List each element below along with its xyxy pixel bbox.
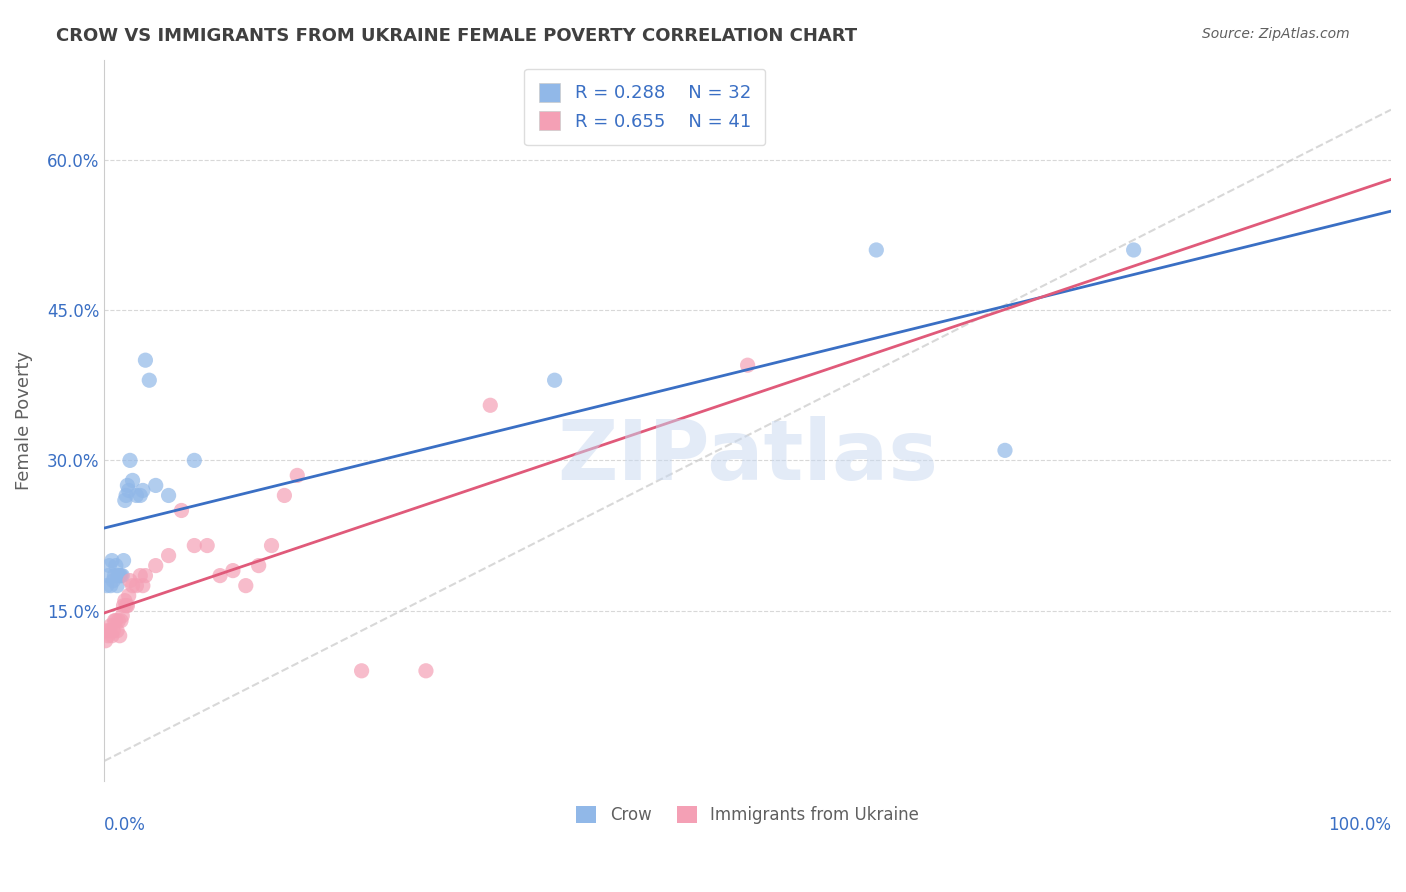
Point — [222, 564, 245, 578]
Point — [350, 664, 373, 678]
Point — [134, 353, 156, 368]
Point — [543, 373, 565, 387]
Point — [132, 579, 155, 593]
Point — [479, 398, 502, 412]
Point — [107, 568, 129, 582]
Point — [98, 624, 121, 638]
Point — [247, 558, 270, 573]
Point — [118, 574, 141, 588]
Point — [111, 608, 134, 623]
Text: 0.0%: 0.0% — [104, 816, 146, 834]
Point — [121, 474, 143, 488]
Point — [285, 468, 308, 483]
Point — [104, 558, 127, 573]
Point — [107, 614, 129, 628]
Point — [157, 549, 180, 563]
Point — [157, 488, 180, 502]
Point — [101, 629, 124, 643]
Point — [994, 443, 1017, 458]
Point — [100, 618, 122, 632]
Point — [132, 483, 155, 498]
Point — [105, 624, 128, 638]
Point — [108, 568, 131, 582]
Point — [115, 488, 138, 502]
Point — [125, 488, 148, 502]
Point — [118, 589, 141, 603]
Point — [98, 558, 121, 573]
Point — [114, 493, 136, 508]
Point — [101, 553, 124, 567]
Point — [195, 539, 218, 553]
Point — [111, 568, 134, 582]
Point — [1122, 243, 1144, 257]
Point — [118, 483, 141, 498]
Point — [134, 568, 156, 582]
Point — [117, 478, 139, 492]
Point — [145, 478, 167, 492]
Point — [129, 488, 152, 502]
Point — [117, 599, 139, 613]
Point — [145, 558, 167, 573]
Point — [108, 629, 131, 643]
Point — [110, 614, 132, 628]
Point — [115, 599, 138, 613]
Point — [121, 579, 143, 593]
Point — [103, 568, 125, 582]
Point — [96, 624, 118, 638]
Point — [415, 664, 437, 678]
Point — [260, 539, 283, 553]
Point — [112, 599, 135, 613]
Point — [209, 568, 232, 582]
Text: 100.0%: 100.0% — [1329, 816, 1391, 834]
Point — [103, 624, 125, 638]
Point — [129, 568, 152, 582]
Point — [110, 568, 132, 582]
Point — [97, 568, 120, 582]
Point — [100, 579, 122, 593]
Point — [170, 503, 193, 517]
Point — [112, 553, 135, 567]
Point — [273, 488, 295, 502]
Point — [118, 453, 141, 467]
Point — [125, 579, 148, 593]
Point — [103, 614, 125, 628]
Point — [235, 579, 257, 593]
Point — [94, 633, 117, 648]
Text: CROW VS IMMIGRANTS FROM UKRAINE FEMALE POVERTY CORRELATION CHART: CROW VS IMMIGRANTS FROM UKRAINE FEMALE P… — [56, 27, 858, 45]
Point — [114, 593, 136, 607]
Point — [104, 614, 127, 628]
Point — [97, 629, 120, 643]
Legend: Crow, Immigrants from Ukraine: Crow, Immigrants from Ukraine — [569, 799, 925, 830]
Point — [183, 539, 205, 553]
Point — [737, 358, 759, 372]
Text: Source: ZipAtlas.com: Source: ZipAtlas.com — [1202, 27, 1350, 41]
Point — [865, 243, 887, 257]
Point — [138, 373, 160, 387]
Text: ZIPatlas: ZIPatlas — [557, 416, 938, 497]
Point — [103, 574, 125, 588]
Point — [183, 453, 205, 467]
Y-axis label: Female Poverty: Female Poverty — [15, 351, 32, 490]
Point — [105, 579, 128, 593]
Point — [96, 579, 118, 593]
